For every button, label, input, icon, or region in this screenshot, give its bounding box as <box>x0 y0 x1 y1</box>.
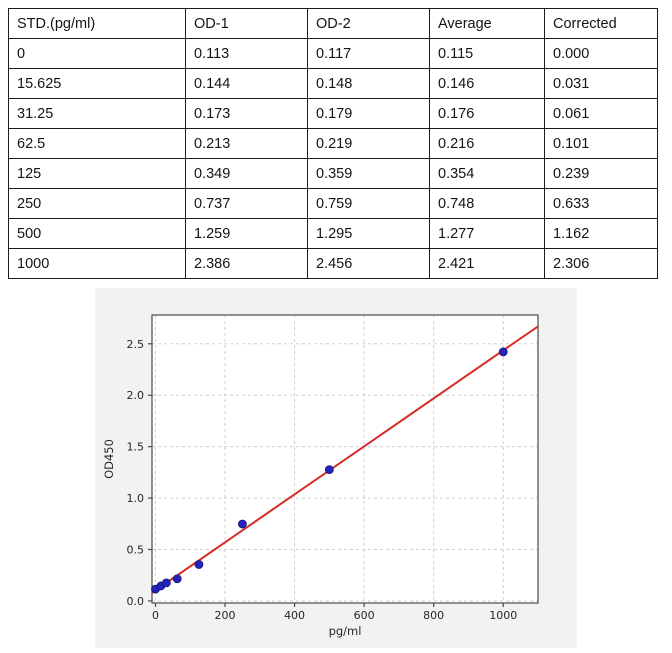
table-header-row: STD.(pg/ml) OD-1 OD-2 Average Corrected <box>8 8 658 39</box>
table-cell: 1.277 <box>429 218 545 249</box>
column-header: OD-2 <box>307 8 430 39</box>
column-header: Average <box>429 8 545 39</box>
column-header: STD.(pg/ml) <box>8 8 186 39</box>
table-cell: 0.117 <box>307 38 430 69</box>
fit-line <box>151 325 539 594</box>
table-cell: 1.259 <box>185 218 308 249</box>
table-cell: 0.146 <box>429 68 545 99</box>
table-cell: 250 <box>8 188 186 219</box>
x-tick-label: 0 <box>152 609 159 622</box>
table-cell: 0.144 <box>185 68 308 99</box>
table-cell: 2.456 <box>307 248 430 279</box>
table-cell: 0.061 <box>544 98 658 129</box>
table-row: 31.25 0.173 0.179 0.176 0.061 <box>8 98 658 129</box>
y-tick-label: 0.0 <box>127 595 145 608</box>
y-tick-label: 1.0 <box>127 492 145 505</box>
data-point <box>238 519 247 529</box>
table-cell: 0.216 <box>429 128 545 159</box>
table-cell: 0.759 <box>307 188 430 219</box>
column-header: OD-1 <box>185 8 308 39</box>
table-row: 125 0.349 0.359 0.354 0.239 <box>8 158 658 189</box>
table-cell: 0.219 <box>307 128 430 159</box>
table-cell: 0.354 <box>429 158 545 189</box>
table-cell: 1.295 <box>307 218 430 249</box>
table-cell: 1000 <box>8 248 186 279</box>
table-cell: 1.162 <box>544 218 658 249</box>
table-cell: 2.306 <box>544 248 658 279</box>
table-cell: 125 <box>8 158 186 189</box>
standard-curve-chart: 0 200 400 600 800 1000 0.0 0.5 1.0 1.5 2.0 2.5 pg/ml… <box>95 288 577 648</box>
table-row: 15.625 0.144 0.148 0.146 0.031 <box>8 68 658 99</box>
x-tick-label: 200 <box>215 609 236 622</box>
y-tick-label: 2.5 <box>127 338 145 351</box>
x-tick-label: 800 <box>423 609 444 622</box>
table-row: 500 1.259 1.295 1.277 1.162 <box>8 218 658 249</box>
plot-frame <box>151 314 539 604</box>
table-body: 0 0.113 0.117 0.115 0.000 15.625 0.144 0.148 0.1… <box>8 38 658 279</box>
table-cell: 0.179 <box>307 98 430 129</box>
table-cell: 0.213 <box>185 128 308 159</box>
column-header: Corrected <box>544 8 658 39</box>
table-cell: 0.115 <box>429 38 545 69</box>
table-cell: 2.386 <box>185 248 308 279</box>
table-cell: 0.239 <box>544 158 658 189</box>
chart-panel: 0 200 400 600 800 1000 0.0 0.5 1.0 1.5 2.0 2.5 pg/ml… <box>95 288 577 648</box>
table-cell: 0.633 <box>544 188 658 219</box>
y-axis-label: OD450 <box>102 439 116 479</box>
table-row: 250 0.737 0.759 0.748 0.633 <box>8 188 658 219</box>
table-cell: 0.031 <box>544 68 658 99</box>
table-cell: 2.421 <box>429 248 545 279</box>
x-axis-label: pg/ml <box>329 624 362 638</box>
x-tick-label: 600 <box>354 609 375 622</box>
table-cell: 0.748 <box>429 188 545 219</box>
y-tick-label: 0.5 <box>127 544 145 557</box>
table-cell: 0.349 <box>185 158 308 189</box>
y-tick-label: 1.5 <box>127 441 145 454</box>
standards-table: STD.(pg/ml) OD-1 OD-2 Average Corrected 0 0.1… <box>8 8 658 279</box>
table-row: 62.5 0.213 0.219 0.216 0.101 <box>8 128 658 159</box>
table-cell: 0.173 <box>185 98 308 129</box>
x-tick-label: 1000 <box>489 609 517 622</box>
table-row: 0 0.113 0.117 0.115 0.000 <box>8 38 658 69</box>
table-cell: 500 <box>8 218 186 249</box>
data-point <box>172 574 182 584</box>
y-tick-label: 2.0 <box>127 389 145 402</box>
data-point <box>324 465 334 474</box>
table-cell: 0.176 <box>429 98 545 129</box>
table-cell: 0 <box>8 38 186 69</box>
table-cell: 0.359 <box>307 158 430 189</box>
data-point <box>498 347 508 357</box>
table-cell: 0.113 <box>185 38 308 69</box>
x-tick-label: 400 <box>284 609 305 622</box>
table-row: 1000 2.386 2.456 2.421 2.306 <box>8 248 658 279</box>
data-point <box>161 578 171 588</box>
data-point <box>194 560 204 569</box>
table-cell: 0.737 <box>185 188 308 219</box>
table-cell: 0.101 <box>544 128 658 159</box>
table-cell: 62.5 <box>8 128 186 159</box>
table-cell: 0.000 <box>544 38 658 69</box>
table-cell: 31.25 <box>8 98 186 129</box>
table-cell: 15.625 <box>8 68 186 99</box>
table-cell: 0.148 <box>307 68 430 99</box>
